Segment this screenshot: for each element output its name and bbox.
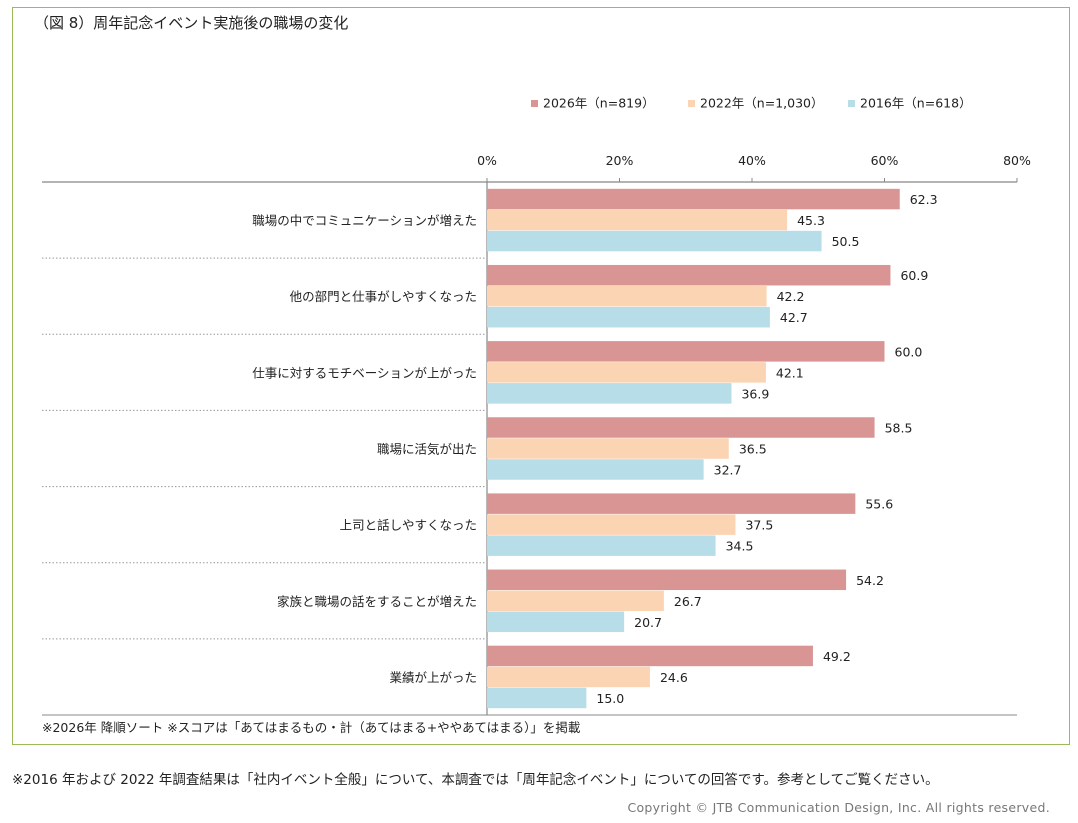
bar [487, 383, 732, 404]
data-label: 42.7 [780, 310, 808, 325]
chart-note: ※2026年 降順ソート ※スコアは「あてはまるもの・計（あてはまる+ややあては… [42, 720, 581, 735]
bar [487, 535, 716, 556]
copyright: Copyright © JTB Communication Design, In… [627, 800, 1050, 815]
legend-label: 2026年（n=819） [543, 96, 655, 111]
data-label: 42.1 [776, 365, 804, 380]
category-label: 上司と話しやすくなった [340, 518, 477, 533]
bar-chart: 0% 20% 40% 60% 80% 職場の中でコミュニケーションが増えた 62.3 45.3… [42, 96, 1031, 716]
data-label: 60.9 [900, 268, 928, 283]
legend-swatch [531, 100, 538, 107]
chart-frame [12, 7, 1070, 745]
bar [487, 438, 729, 459]
category-label: 他の部門と仕事がしやすくなった [290, 289, 477, 304]
data-label: 26.7 [674, 594, 702, 609]
bar [487, 306, 770, 328]
bar [487, 459, 704, 480]
legend-swatch [688, 100, 695, 107]
x-tick-label: 20% [606, 153, 634, 168]
bar [487, 417, 875, 438]
bar [487, 362, 766, 383]
data-label: 58.5 [885, 421, 913, 436]
bar [487, 264, 891, 286]
data-label: 37.5 [745, 518, 773, 533]
chart-title: （図 8）周年記念イベント実施後の職場の変化 [34, 14, 349, 32]
bar [487, 666, 650, 688]
data-label: 36.9 [741, 386, 769, 401]
data-label: 45.3 [797, 213, 825, 228]
data-label: 54.2 [856, 573, 884, 588]
x-tick-label: 40% [738, 153, 766, 168]
legend-label: 2016年（n=618） [860, 96, 972, 111]
bar [487, 687, 587, 709]
data-label: 55.6 [865, 497, 893, 512]
data-label: 50.5 [832, 234, 860, 249]
x-tick-label: 0% [477, 153, 497, 168]
category-label: 職場に活気が出た [377, 442, 477, 457]
bar [487, 569, 847, 591]
data-label: 42.2 [777, 289, 805, 304]
data-label: 60.0 [895, 344, 923, 359]
bar [487, 645, 813, 667]
bar [487, 230, 822, 252]
category-label: 職場の中でコミュニケーションが増えた [252, 213, 477, 228]
footnote: ※2016 年および 2022 年調査結果は「社内イベント全般」について、本調査… [12, 772, 939, 788]
data-label: 62.3 [910, 192, 938, 207]
bar [487, 209, 788, 231]
data-label: 36.5 [739, 442, 767, 457]
bar [487, 341, 885, 362]
category-label: 家族と職場の話をすることが増えた [277, 594, 477, 609]
data-label: 20.7 [634, 615, 662, 630]
bar [487, 493, 856, 514]
x-tick-label: 60% [871, 153, 899, 168]
legend-label: 2022年（n=1,030） [700, 96, 824, 111]
data-label: 32.7 [714, 463, 742, 478]
legend-swatch [848, 100, 855, 107]
x-tick-label: 80% [1003, 153, 1031, 168]
bar [487, 611, 625, 633]
bar [487, 188, 900, 210]
bar [487, 514, 736, 535]
data-label: 34.5 [726, 539, 754, 554]
bar [487, 285, 767, 307]
category-label: 仕事に対するモチベーションが上がった [252, 365, 477, 380]
category-label: 業績が上がった [389, 670, 477, 685]
data-label: 24.6 [660, 670, 688, 685]
bar [487, 590, 664, 612]
data-label: 15.0 [596, 691, 624, 706]
data-label: 49.2 [823, 649, 851, 664]
